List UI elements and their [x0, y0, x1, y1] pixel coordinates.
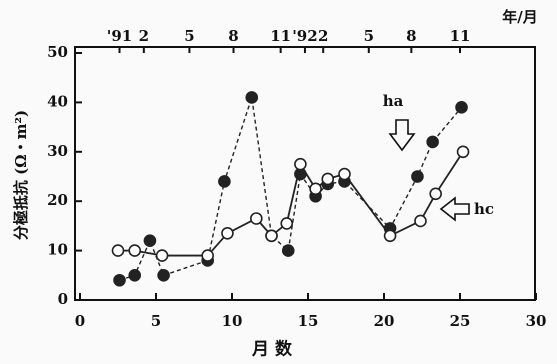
x-tick-label: 25 [450, 312, 471, 330]
data-point [429, 187, 442, 201]
legend-label: ha [383, 92, 404, 110]
x-axis-label: 月 数 [251, 339, 293, 360]
legend-label: hc [474, 200, 494, 218]
data-point [218, 175, 231, 188]
top-tick-label: 2 [318, 27, 328, 45]
data-point [309, 182, 322, 196]
top-tick-label: 5 [184, 27, 194, 45]
y-tick-label: 10 [47, 241, 68, 259]
y-axis-label: 分極抵抗 (Ω・m²) [12, 110, 30, 240]
data-point [221, 227, 234, 240]
data-point [414, 214, 427, 228]
x-tick-label: 0 [75, 312, 85, 330]
x-tick-label: 10 [222, 312, 243, 330]
data-point [294, 157, 307, 171]
x-tick-label: 30 [526, 312, 547, 330]
data-point [411, 170, 424, 183]
hc-annotation: hc [439, 196, 494, 222]
data-point [128, 244, 142, 257]
top-tick-label: 5 [364, 27, 374, 45]
data-point [113, 273, 126, 287]
data-point [265, 229, 278, 243]
y-tick-label: 20 [47, 191, 68, 209]
series-line [119, 97, 463, 281]
y-tick-label: 50 [47, 43, 68, 61]
data-point [456, 145, 470, 159]
data-point [338, 167, 351, 181]
data-point [155, 249, 169, 262]
data-point [201, 249, 214, 262]
data-point [280, 217, 294, 230]
data-point [157, 268, 170, 282]
y-tick-label: 0 [58, 290, 68, 308]
x-tick-label: 5 [151, 312, 161, 330]
top-tick-label: 8 [406, 27, 416, 45]
x-tick-label: 15 [298, 312, 319, 330]
data-point [281, 244, 295, 257]
data-point [250, 212, 263, 225]
x-tick-label: 20 [374, 312, 395, 330]
data-point [383, 229, 397, 243]
arrow [388, 119, 416, 152]
ha-annotation: ha [383, 92, 416, 152]
top-axis-label: 年/月 [502, 8, 537, 26]
data-point [128, 268, 142, 282]
data-point [111, 244, 125, 257]
data-point [321, 172, 335, 186]
top-tick-label: 8 [228, 27, 238, 45]
data-point [455, 101, 468, 114]
top-tick-label: 11 [270, 27, 291, 45]
y-tick-label: 30 [47, 142, 68, 160]
top-tick-label: '91 [107, 27, 132, 45]
series-line [118, 151, 464, 257]
data-point [426, 135, 439, 149]
arrow [439, 196, 470, 222]
y-tick-label: 40 [47, 92, 68, 110]
top-tick-label: 2 [139, 27, 149, 45]
data-point [143, 234, 157, 248]
top-tick-label: 11 [450, 27, 471, 45]
top-tick-label: '92 [292, 27, 317, 45]
data-point [245, 91, 259, 104]
